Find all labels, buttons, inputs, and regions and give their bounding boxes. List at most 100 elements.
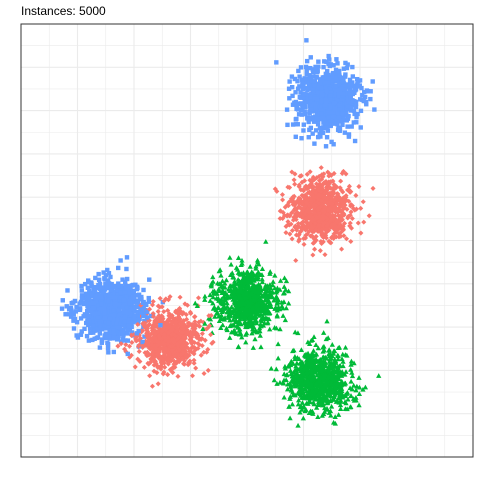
data-point xyxy=(120,329,125,335)
data-point xyxy=(344,100,349,106)
data-point xyxy=(143,341,149,347)
data-point xyxy=(267,269,273,274)
data-point xyxy=(133,334,139,340)
data-point xyxy=(300,415,306,421)
data-point xyxy=(124,255,130,260)
data-point xyxy=(331,91,337,97)
data-point xyxy=(317,116,322,122)
data-point xyxy=(178,356,184,362)
data-point xyxy=(263,239,269,244)
data-point xyxy=(322,80,327,85)
data-point xyxy=(304,68,309,73)
data-point xyxy=(122,319,127,324)
data-point xyxy=(188,329,194,335)
data-point xyxy=(134,300,140,305)
data-point xyxy=(290,122,296,127)
data-point xyxy=(347,77,353,83)
data-point xyxy=(87,301,92,306)
data-point xyxy=(339,246,345,252)
data-point xyxy=(301,236,307,242)
data-point xyxy=(162,350,168,356)
data-point xyxy=(287,394,293,399)
data-point xyxy=(341,233,347,239)
data-point xyxy=(283,223,289,229)
data-point xyxy=(260,314,266,319)
data-point xyxy=(259,266,266,271)
data-point xyxy=(218,299,224,304)
data-point xyxy=(169,368,175,374)
data-point xyxy=(335,356,341,362)
data-point xyxy=(293,134,298,140)
data-point xyxy=(343,60,348,66)
data-point xyxy=(334,57,339,62)
data-point xyxy=(322,389,328,394)
data-point xyxy=(346,134,352,139)
data-point xyxy=(90,337,95,343)
data-point xyxy=(159,318,166,324)
data-point xyxy=(231,322,237,328)
data-point xyxy=(336,376,342,381)
data-point xyxy=(206,313,212,319)
data-point xyxy=(228,261,234,267)
data-point xyxy=(189,373,196,379)
data-point xyxy=(343,91,348,96)
data-point xyxy=(93,275,98,281)
data-point xyxy=(279,192,285,198)
data-point xyxy=(91,300,97,306)
data-point xyxy=(326,53,331,59)
data-point xyxy=(348,100,353,106)
data-point xyxy=(239,334,245,340)
data-point xyxy=(146,299,152,304)
data-point xyxy=(288,221,294,227)
data-point xyxy=(289,210,295,216)
data-point xyxy=(122,286,127,291)
data-point xyxy=(312,224,318,230)
data-point xyxy=(322,252,328,258)
data-point xyxy=(140,300,146,305)
data-point xyxy=(154,338,160,344)
data-point xyxy=(337,402,344,408)
data-point xyxy=(175,373,181,379)
data-point xyxy=(311,236,317,242)
data-point xyxy=(319,98,324,104)
data-point xyxy=(323,97,328,102)
data-point xyxy=(174,348,180,354)
data-point xyxy=(354,114,359,120)
data-point xyxy=(324,199,330,206)
data-point xyxy=(313,191,319,197)
data-point xyxy=(271,377,277,383)
data-point xyxy=(130,320,135,325)
data-point xyxy=(151,324,157,330)
data-point xyxy=(297,384,303,390)
data-point xyxy=(256,297,262,303)
data-point xyxy=(140,328,146,334)
data-point xyxy=(208,283,215,289)
data-point xyxy=(143,323,149,329)
data-point xyxy=(230,317,236,322)
data-point xyxy=(353,104,359,110)
data-point xyxy=(184,327,190,333)
data-point xyxy=(99,301,104,307)
data-point xyxy=(348,225,355,231)
data-point xyxy=(351,120,356,125)
data-point xyxy=(310,69,316,75)
data-point xyxy=(93,294,98,300)
data-point xyxy=(335,191,341,197)
data-point xyxy=(287,185,293,191)
data-point xyxy=(365,89,371,94)
data-point xyxy=(348,209,354,215)
data-point xyxy=(302,395,308,401)
data-point xyxy=(136,342,142,348)
data-point xyxy=(150,298,156,305)
data-point xyxy=(148,335,154,341)
data-point xyxy=(181,361,187,367)
data-point xyxy=(185,345,191,351)
data-point xyxy=(333,196,339,202)
data-point xyxy=(328,93,333,99)
data-point xyxy=(123,283,128,288)
data-point xyxy=(205,367,211,373)
data-point xyxy=(316,59,321,64)
data-point xyxy=(63,312,68,317)
data-point xyxy=(106,294,111,300)
data-point xyxy=(342,399,348,405)
